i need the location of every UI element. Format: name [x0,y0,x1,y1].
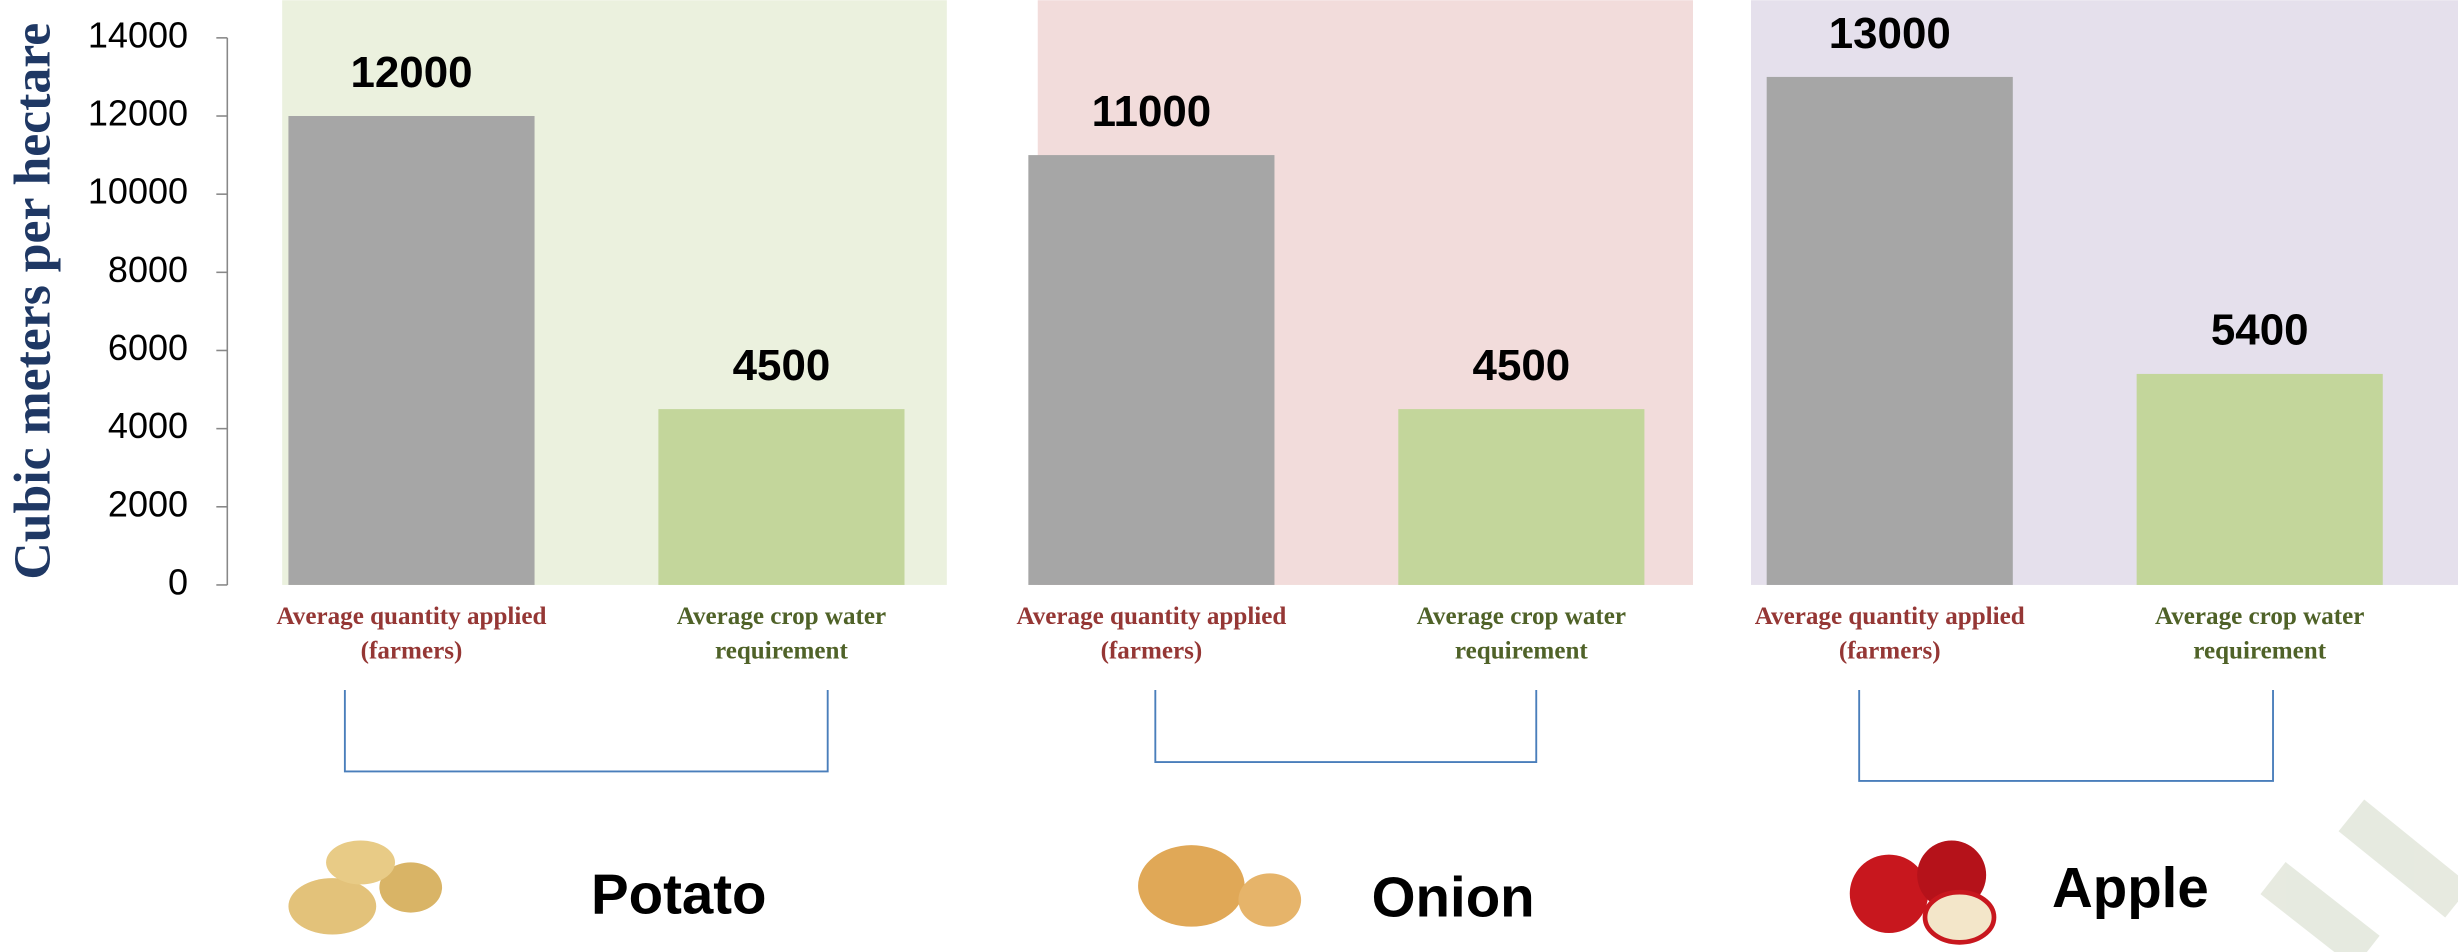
y-tick-label: 8000 [108,249,188,290]
x-tick-label: Average crop water requirement [2154,603,2365,665]
bar [1766,76,2013,585]
y-tick-label: 14000 [88,14,188,55]
x-tick-label: Average quantity applied (farmers) [1754,603,2025,665]
category-label: Average quantity applied (farmers) [1754,603,2025,665]
value-label: 12000 [350,48,472,97]
icon [1138,845,1245,927]
bracket [1154,689,1538,764]
apple-icon [1849,840,1997,945]
y-axis-title: Cubic meters per hectare [4,23,61,580]
value-label: 5400 [2211,306,2309,355]
value-label: 11000 [1092,87,1212,136]
crop-name: Potato [591,862,767,925]
watermark [2260,799,2458,952]
y-tick-label: 6000 [108,327,188,368]
icon [1922,889,1997,945]
bracket [343,689,829,773]
x-tick-label: Average crop water requirement [676,603,887,665]
y-tick-label: 0 [168,561,188,602]
value-label: 4500 [733,341,831,390]
icon [1849,854,1929,933]
icon [326,840,396,885]
value-label: 4500 [1473,341,1571,390]
potato-icon [288,840,443,935]
category-label: Average quantity applied (farmers) [1016,603,1287,665]
bar [288,116,535,585]
category-label: Average crop water requirement [1416,603,1627,665]
icon [288,878,377,935]
crop-name: Apple [2052,856,2209,919]
category-label: Average crop water requirement [2154,603,2365,665]
bracket [1858,689,2274,782]
x-tick-label: Average crop water requirement [1416,603,1627,665]
watermark-shape [2260,862,2380,952]
bar [1398,409,1645,585]
bar [1028,155,1275,585]
icon [1238,873,1302,927]
icon [379,862,443,913]
bar [2136,373,2383,585]
watermark-shape [2338,799,2458,918]
onion-icon [1138,845,1302,927]
y-tick-label: 10000 [88,171,188,212]
category-label: Average crop water requirement [676,603,887,665]
x-tick-label: Average quantity applied (farmers) [276,603,547,665]
y-tick-label: 12000 [88,93,188,134]
category-label: Average quantity applied (farmers) [276,603,547,665]
crop-name: Onion [1372,866,1535,929]
value-label: 13000 [1829,9,1951,58]
y-tick-label: 2000 [108,483,188,524]
y-tick-label: 4000 [108,405,188,446]
bar [658,409,905,585]
x-tick-label: Average quantity applied (farmers) [1016,603,1287,665]
